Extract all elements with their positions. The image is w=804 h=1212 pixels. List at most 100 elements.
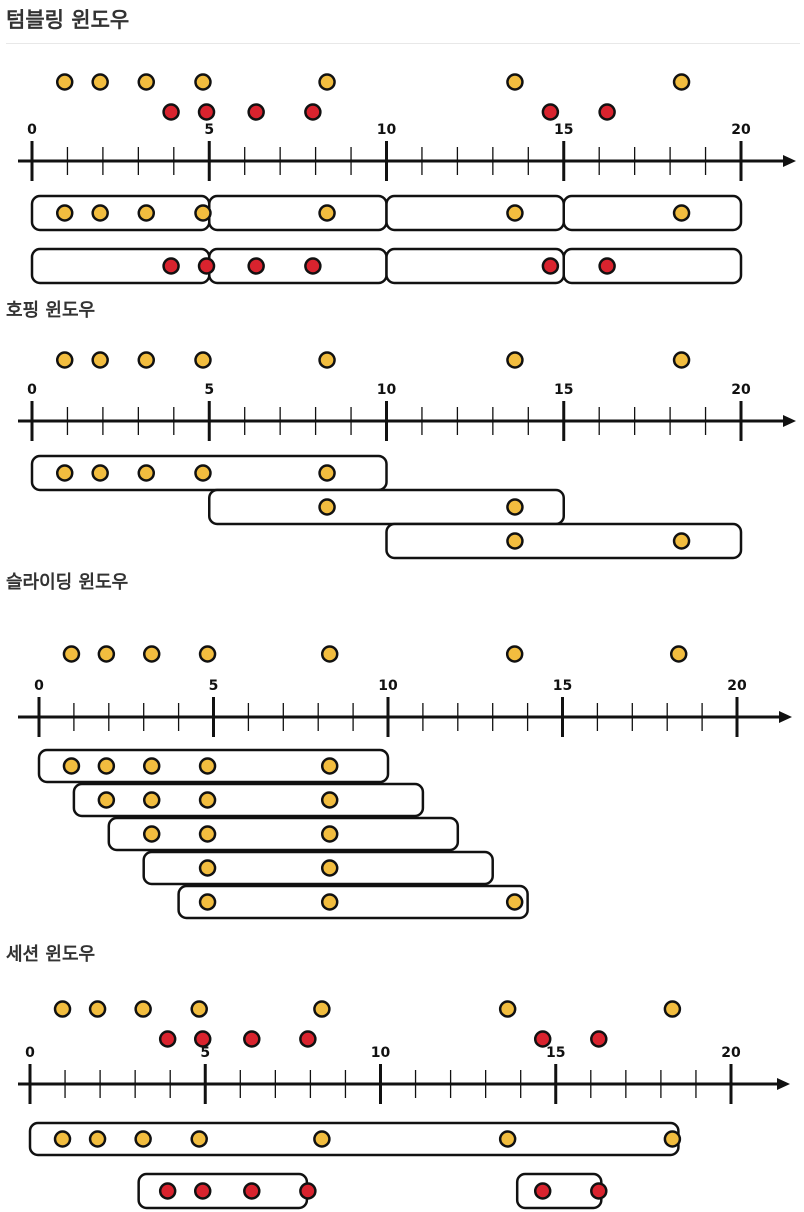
red-event (193, 1182, 212, 1200)
yellow-event (672, 73, 691, 91)
yellow-event (320, 825, 339, 843)
session-window-diagram: 0 5 10 15 20 (18, 1000, 790, 1210)
red-event (193, 1030, 212, 1048)
yellow-event (313, 1000, 331, 1018)
yellow-event (320, 859, 339, 877)
yellow-event (55, 464, 74, 482)
yellow-event (194, 204, 212, 222)
red-event (162, 103, 180, 121)
red-event (247, 257, 265, 275)
axis-arrow-icon (777, 1078, 790, 1090)
session-window-box (515, 1172, 603, 1210)
tick-label: 0 (25, 1045, 35, 1061)
hopping-window-box (208, 488, 565, 526)
yellow-event (137, 204, 156, 222)
yellow-event (313, 1130, 331, 1148)
red-event (590, 1182, 608, 1200)
sliding-window-box (107, 816, 460, 852)
yellow-event (505, 893, 524, 911)
yellow-event (318, 498, 336, 516)
red-event (158, 1030, 177, 1048)
red-event (598, 257, 616, 275)
yellow-event (663, 1000, 682, 1018)
red-event (243, 1182, 261, 1200)
red-event (243, 1030, 261, 1048)
yellow-event (198, 757, 217, 775)
tumbling-window-box (30, 247, 211, 285)
tick-label: 5 (200, 1045, 210, 1061)
tumbling-window-box (385, 194, 565, 232)
sliding-window-box (142, 850, 494, 886)
red-event (158, 1182, 177, 1200)
axis-arrow-icon (779, 711, 792, 723)
tick-label: 10 (377, 382, 397, 398)
yellow-event (198, 645, 217, 663)
tick-label: 15 (546, 1045, 565, 1061)
yellow-event (318, 351, 336, 369)
yellow-event (55, 204, 74, 222)
yellow-event (672, 351, 691, 369)
red-event (533, 1182, 552, 1200)
tick-label: 0 (27, 382, 37, 398)
tumbling-window-box (562, 194, 743, 232)
red-event (590, 1030, 608, 1048)
yellow-event (53, 1000, 72, 1018)
yellow-event (55, 73, 74, 91)
yellow-event (318, 204, 336, 222)
sliding-window-box (72, 782, 425, 818)
yellow-event (88, 1130, 107, 1148)
heading-divider (6, 43, 800, 44)
tick-label: 10 (377, 122, 397, 138)
yellow-event (142, 645, 161, 663)
red-event (299, 1182, 317, 1200)
yellow-event (318, 464, 336, 482)
sliding-window-box (177, 884, 529, 920)
tick-label: 10 (371, 1045, 391, 1061)
yellow-event (137, 351, 156, 369)
yellow-event (134, 1000, 152, 1018)
yellow-event (320, 791, 339, 809)
yellow-event (506, 73, 524, 91)
tick-label: 5 (204, 122, 214, 138)
yellow-event (320, 757, 339, 775)
hopping-window-heading: 호핑 윈도우 (6, 300, 96, 321)
yellow-event (506, 498, 524, 516)
yellow-event (97, 791, 116, 809)
yellow-event (91, 464, 109, 482)
tumbling-window-box (208, 247, 388, 285)
yellow-event (663, 1130, 682, 1148)
yellow-event (498, 1000, 517, 1018)
tumbling-window-diagram: 0 5 10 15 20 (18, 73, 796, 285)
tick-label: 20 (727, 678, 747, 694)
red-event (541, 257, 560, 275)
yellow-event (505, 645, 524, 663)
yellow-event (194, 464, 212, 482)
tumbling-window-box (385, 247, 565, 285)
red-event (299, 1030, 317, 1048)
red-event (197, 103, 216, 121)
yellow-event (91, 73, 109, 91)
yellow-event (142, 825, 161, 843)
red-event (247, 103, 265, 121)
yellow-event (142, 791, 161, 809)
yellow-event (137, 73, 156, 91)
session-window-heading: 세션 윈도우 (6, 944, 96, 965)
yellow-event (190, 1000, 208, 1018)
tick-label: 15 (553, 678, 572, 694)
yellow-event (88, 1000, 107, 1018)
yellow-event (198, 859, 217, 877)
red-event (533, 1030, 552, 1048)
red-event (541, 103, 560, 121)
yellow-event (198, 791, 217, 809)
yellow-event (91, 204, 109, 222)
session-window-box (28, 1121, 680, 1157)
yellow-event (320, 645, 339, 663)
tumbling-window-box (562, 247, 743, 285)
yellow-event (318, 73, 336, 91)
yellow-event (672, 204, 691, 222)
hopping-window-box (385, 522, 743, 560)
red-event (598, 103, 616, 121)
yellow-event (62, 645, 81, 663)
yellow-event (53, 1130, 72, 1148)
yellow-event (669, 645, 688, 663)
